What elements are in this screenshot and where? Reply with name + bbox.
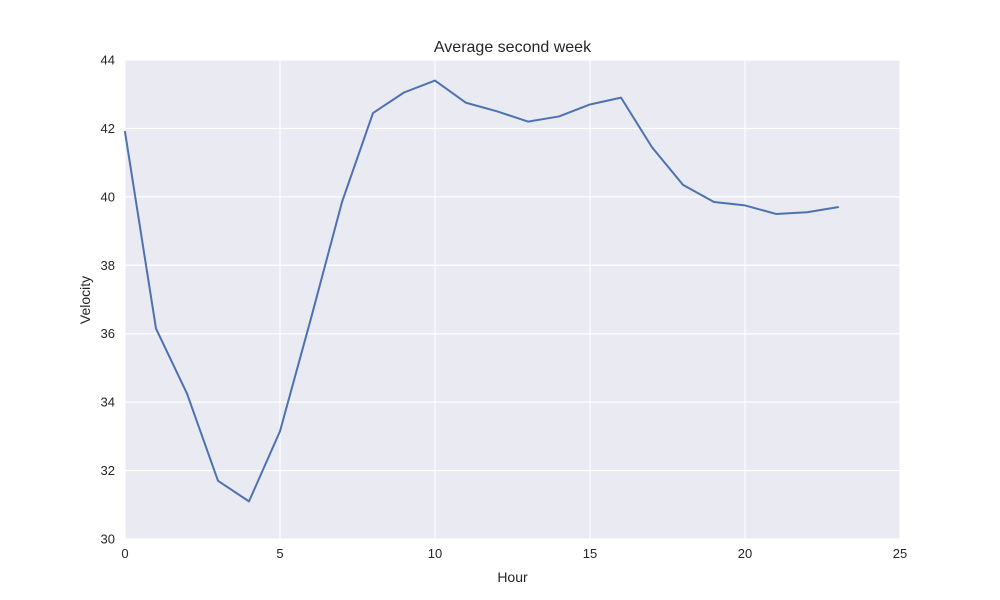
velocity-series-line <box>124 79 839 503</box>
y-tick-label: 42 <box>101 121 115 136</box>
chart-title: Average second week <box>434 39 592 56</box>
y-tick-label: 40 <box>101 189 115 204</box>
y-tick-label: 34 <box>101 395 115 410</box>
x-tick-label: 0 <box>121 546 128 561</box>
y-gridlines <box>125 59 900 540</box>
y-tick-label: 30 <box>101 532 115 547</box>
x-axis-label: Hour <box>497 569 528 585</box>
plot-area <box>125 60 900 539</box>
x-tick-label: 20 <box>738 546 752 561</box>
y-axis-label: Velocity <box>77 276 93 324</box>
x-tick-label: 10 <box>428 546 442 561</box>
y-tick-label: 38 <box>101 258 115 273</box>
x-tick-label: 15 <box>583 546 597 561</box>
y-tick-label: 44 <box>101 53 115 68</box>
x-tick-labels: 0 5 10 15 20 25 <box>121 546 907 561</box>
x-tick-label: 25 <box>893 546 907 561</box>
y-tick-label: 32 <box>101 463 115 478</box>
x-tick-label: 5 <box>276 546 283 561</box>
x-gridlines <box>124 60 901 539</box>
y-tick-labels: 30 32 34 36 38 40 42 44 <box>101 53 115 547</box>
y-tick-label: 36 <box>101 326 115 341</box>
